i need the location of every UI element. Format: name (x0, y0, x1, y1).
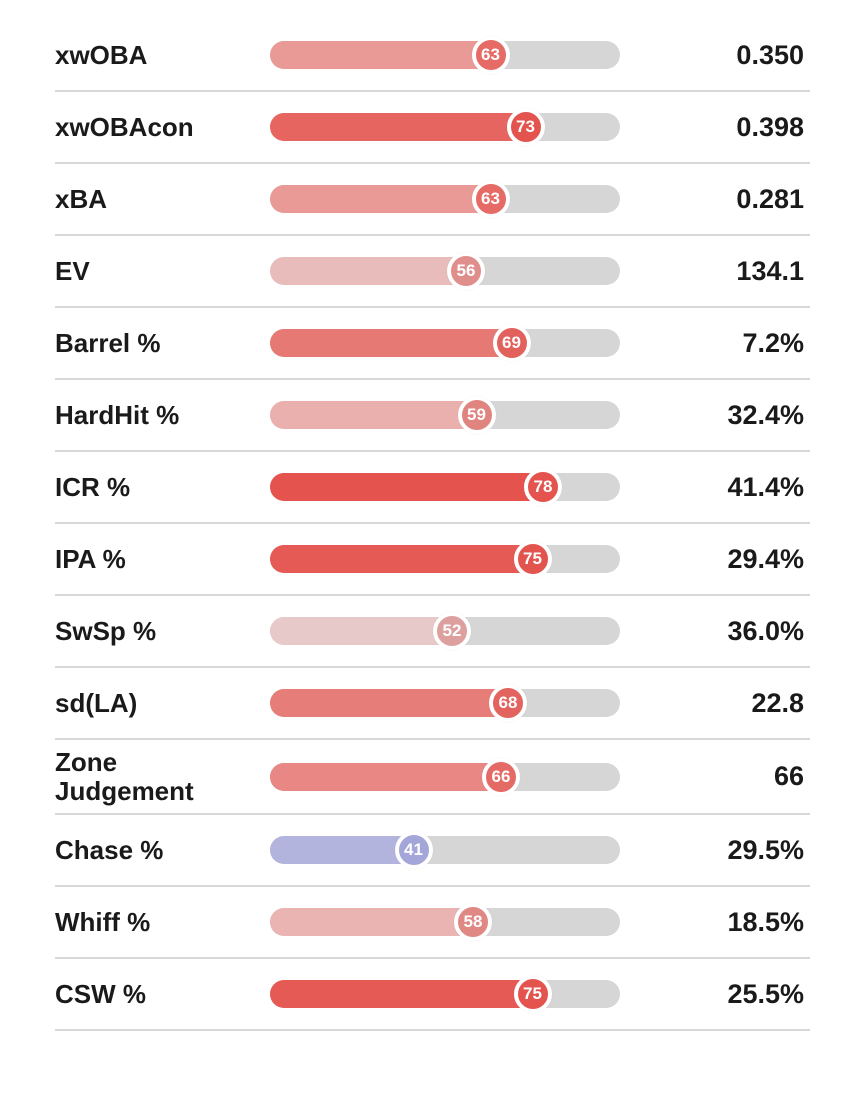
percentile-bar: 69 (270, 328, 620, 358)
metric-value: 0.281 (620, 184, 810, 215)
percentile-knob: 56 (447, 252, 485, 290)
metric-label: xBA (55, 185, 270, 214)
metric-label: Zone Judgement (55, 748, 270, 805)
bar-fill (270, 185, 491, 213)
percentile-bar: 75 (270, 544, 620, 574)
metric-row: sd(LA)6822.8 (55, 668, 810, 740)
percentile-knob: 59 (458, 396, 496, 434)
percentile-knob: 68 (489, 684, 527, 722)
metric-row: EV56134.1 (55, 236, 810, 308)
metric-label: CSW % (55, 980, 270, 1009)
percentile-knob: 66 (482, 758, 520, 796)
metric-value: 66 (620, 761, 810, 792)
metric-label: Chase % (55, 836, 270, 865)
metric-row: xwOBA630.350 (55, 20, 810, 92)
percentile-bar: 58 (270, 907, 620, 937)
percentile-knob: 75 (514, 975, 552, 1013)
percentile-bar: 63 (270, 40, 620, 70)
metric-value: 41.4% (620, 472, 810, 503)
percentile-bar: 66 (270, 762, 620, 792)
metric-label: Barrel % (55, 329, 270, 358)
bar-fill (270, 617, 452, 645)
bar-fill (270, 113, 526, 141)
metric-row: Barrel %697.2% (55, 308, 810, 380)
percentile-bar: 41 (270, 835, 620, 865)
metric-label: EV (55, 257, 270, 286)
metric-value: 29.4% (620, 544, 810, 575)
bar-fill (270, 473, 543, 501)
metric-row: Chase %4129.5% (55, 815, 810, 887)
metric-label: xwOBAcon (55, 113, 270, 142)
metric-value: 134.1 (620, 256, 810, 287)
percentile-bar: 68 (270, 688, 620, 718)
metric-row: IPA %7529.4% (55, 524, 810, 596)
percentile-knob: 75 (514, 540, 552, 578)
bar-fill (270, 908, 473, 936)
bar-fill (270, 401, 477, 429)
metric-value: 32.4% (620, 400, 810, 431)
bar-fill (270, 836, 414, 864)
bar-fill (270, 41, 491, 69)
metric-label: xwOBA (55, 41, 270, 70)
metric-value: 0.398 (620, 112, 810, 143)
bar-fill (270, 257, 466, 285)
bar-fill (270, 980, 533, 1008)
metric-value: 22.8 (620, 688, 810, 719)
metric-row: ICR %7841.4% (55, 452, 810, 524)
metric-value: 36.0% (620, 616, 810, 647)
metric-row: CSW %7525.5% (55, 959, 810, 1031)
percentile-bar: 56 (270, 256, 620, 286)
percentile-knob: 73 (507, 108, 545, 146)
bar-fill (270, 545, 533, 573)
metric-row: xBA630.281 (55, 164, 810, 236)
percentile-chart: xwOBA630.350xwOBAcon730.398xBA630.281EV5… (55, 20, 810, 1031)
metric-value: 0.350 (620, 40, 810, 71)
percentile-bar: 78 (270, 472, 620, 502)
metric-row: Whiff %5818.5% (55, 887, 810, 959)
metric-row: xwOBAcon730.398 (55, 92, 810, 164)
percentile-knob: 63 (472, 36, 510, 74)
metric-label: SwSp % (55, 617, 270, 646)
percentile-knob: 63 (472, 180, 510, 218)
percentile-bar: 52 (270, 616, 620, 646)
percentile-knob: 58 (454, 903, 492, 941)
bar-fill (270, 329, 512, 357)
percentile-bar: 73 (270, 112, 620, 142)
metric-value: 29.5% (620, 835, 810, 866)
percentile-knob: 78 (524, 468, 562, 506)
bar-fill (270, 689, 508, 717)
metric-label: Whiff % (55, 908, 270, 937)
metric-label: sd(LA) (55, 689, 270, 718)
percentile-bar: 75 (270, 979, 620, 1009)
metric-value: 18.5% (620, 907, 810, 938)
metric-row: Zone Judgement6666 (55, 740, 810, 815)
metric-label: ICR % (55, 473, 270, 502)
percentile-knob: 41 (395, 831, 433, 869)
metric-value: 25.5% (620, 979, 810, 1010)
metric-label: IPA % (55, 545, 270, 574)
percentile-knob: 52 (433, 612, 471, 650)
metric-row: HardHit %5932.4% (55, 380, 810, 452)
metric-label: HardHit % (55, 401, 270, 430)
metric-row: SwSp %5236.0% (55, 596, 810, 668)
percentile-bar: 59 (270, 400, 620, 430)
percentile-bar: 63 (270, 184, 620, 214)
percentile-knob: 69 (493, 324, 531, 362)
bar-fill (270, 763, 501, 791)
metric-value: 7.2% (620, 328, 810, 359)
